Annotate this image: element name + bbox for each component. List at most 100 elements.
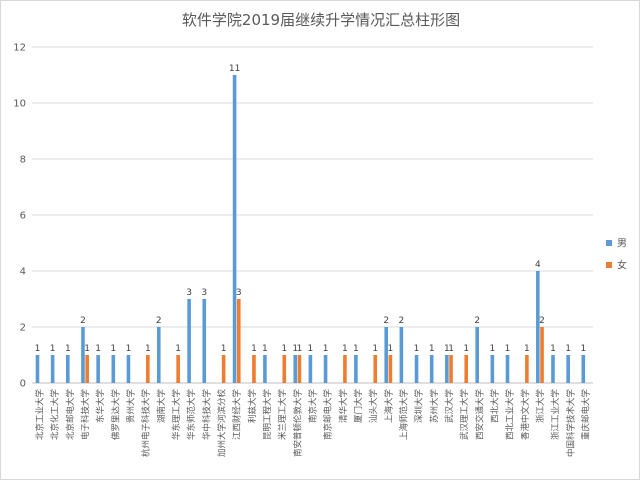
x-tick-label: 江西财经大学 bbox=[232, 389, 243, 441]
data-label: 11 bbox=[229, 64, 240, 74]
bar-female bbox=[388, 355, 393, 383]
chart-title: 软件学院2019届继续升学情况汇总柱形图 bbox=[182, 11, 460, 29]
x-tick-label: 上海师范大学 bbox=[398, 389, 409, 441]
x-tick-label: 武汉理工大学 bbox=[459, 389, 470, 441]
x-tick-label: 南京邮电大学 bbox=[323, 389, 334, 441]
legend: 男女 bbox=[606, 238, 627, 272]
bars bbox=[35, 75, 586, 383]
bar-female bbox=[176, 355, 180, 383]
data-label: 3 bbox=[236, 288, 242, 298]
y-tick-label: 12 bbox=[13, 43, 26, 54]
legend-swatch bbox=[606, 262, 612, 268]
data-label: 2 bbox=[383, 316, 389, 326]
bar-male bbox=[202, 299, 207, 383]
data-label: 2 bbox=[539, 316, 545, 326]
legend-label: 女 bbox=[617, 259, 627, 272]
bar-female bbox=[236, 299, 241, 383]
x-tick-label: 东华大学 bbox=[95, 389, 106, 424]
bar-male bbox=[414, 355, 419, 383]
x-tick-label: 浙江工业大学 bbox=[550, 389, 561, 441]
data-label: 1 bbox=[221, 344, 227, 354]
x-tick-label: 昆明工程大学 bbox=[262, 389, 273, 441]
bar-male bbox=[81, 327, 85, 383]
data-label: 1 bbox=[323, 344, 329, 354]
bar-male bbox=[308, 355, 313, 383]
data-label: 2 bbox=[156, 316, 162, 326]
data-label: 1 bbox=[292, 344, 298, 354]
x-tick-label: 加州大学河滨分校 bbox=[217, 389, 228, 458]
x-tick-label: 杭州电子科技大学 bbox=[141, 389, 152, 458]
gridlines bbox=[32, 46, 593, 384]
x-tick-label: 北京邮电大学 bbox=[65, 389, 76, 441]
data-label: 1 bbox=[297, 344, 303, 354]
data-label: 1 bbox=[448, 344, 454, 354]
y-tick-label: 4 bbox=[20, 267, 26, 278]
data-label: 1 bbox=[565, 344, 571, 354]
y-axis-ticks: 0 2 4 6 8 10 12 bbox=[13, 43, 26, 390]
bar-male bbox=[581, 355, 586, 383]
data-label: 1 bbox=[126, 344, 132, 354]
x-tick-label: 西安交通大学 bbox=[474, 389, 485, 441]
data-label: 3 bbox=[201, 288, 207, 298]
bar-female bbox=[540, 327, 544, 383]
x-tick-label: 上海大学 bbox=[383, 389, 394, 424]
x-tick-label: 深圳大学 bbox=[414, 389, 425, 424]
data-label: 1 bbox=[84, 344, 90, 354]
data-label: 1 bbox=[444, 344, 450, 354]
data-label: 1 bbox=[35, 344, 41, 354]
bar-male bbox=[323, 355, 328, 383]
x-tick-label: 华东理工大学 bbox=[171, 389, 182, 441]
data-label: 1 bbox=[388, 344, 394, 354]
bar-male bbox=[475, 327, 479, 383]
data-label: 1 bbox=[281, 344, 287, 354]
x-tick-label: 厦门大学 bbox=[353, 389, 364, 424]
x-axis-ticks: 北京工业大学 北京化工大学 北京邮电大学 电子科技大学 东华大学 佛罗里达大学 贵州大学 杭州… bbox=[35, 389, 592, 458]
x-tick-label: 佛罗里达大学 bbox=[110, 389, 121, 441]
data-label: 1 bbox=[262, 344, 268, 354]
bar-male bbox=[551, 355, 555, 383]
x-tick-label: 北京工业大学 bbox=[35, 389, 46, 441]
x-tick-label: 北京化工大学 bbox=[50, 389, 61, 441]
y-tick-label: 10 bbox=[13, 99, 26, 110]
x-tick-label: 苏州大学 bbox=[429, 389, 440, 424]
data-label: 1 bbox=[372, 344, 378, 354]
data-label: 1 bbox=[550, 344, 556, 354]
data-label: 1 bbox=[414, 344, 420, 354]
x-tick-label: 重庆邮电大学 bbox=[580, 389, 591, 441]
bar-female bbox=[449, 355, 453, 383]
bar-male bbox=[187, 299, 191, 383]
y-tick-label: 0 bbox=[20, 379, 26, 390]
bar-female bbox=[282, 355, 287, 383]
x-tick-label: 南安普顿伦敦大学 bbox=[292, 389, 303, 458]
x-tick-label: 武汉大学 bbox=[444, 389, 455, 424]
x-tick-label: 湖南大学 bbox=[156, 389, 167, 424]
bar-female bbox=[525, 355, 529, 383]
x-tick-label: 浙江大学 bbox=[535, 389, 546, 424]
bar-male bbox=[399, 327, 404, 383]
x-tick-label: 香港中文大学 bbox=[520, 389, 531, 441]
bar-male bbox=[445, 355, 449, 383]
data-label: 1 bbox=[342, 344, 348, 354]
bar-male bbox=[263, 355, 267, 383]
data-label: 1 bbox=[505, 344, 511, 354]
x-tick-label: 贵州大学 bbox=[126, 389, 137, 424]
x-tick-label: 南京大学 bbox=[308, 389, 319, 424]
y-tick-label: 6 bbox=[20, 211, 26, 222]
data-label: 1 bbox=[429, 344, 435, 354]
x-tick-label: 米兰理工大学 bbox=[277, 389, 288, 441]
data-label: 2 bbox=[399, 316, 405, 326]
bar-male bbox=[50, 355, 55, 383]
x-tick-label: 利兹大学 bbox=[247, 389, 258, 424]
bar-male bbox=[126, 355, 131, 383]
x-tick-label: 清华大学 bbox=[338, 389, 349, 424]
bar-female bbox=[85, 355, 89, 383]
bar-male bbox=[566, 355, 570, 383]
bar-male bbox=[156, 327, 161, 383]
bar-male bbox=[293, 355, 298, 383]
bar-male bbox=[232, 75, 237, 383]
bar-female bbox=[252, 355, 256, 383]
bar-male bbox=[536, 271, 540, 383]
bar-male bbox=[35, 355, 40, 383]
